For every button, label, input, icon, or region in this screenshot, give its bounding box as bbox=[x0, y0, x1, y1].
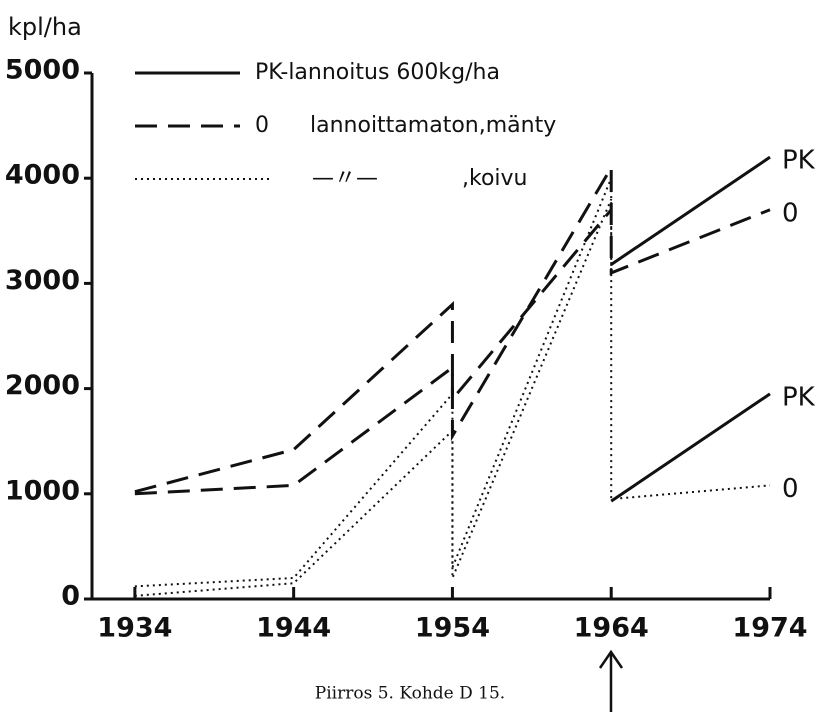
legend-label: PK-lannoitus 600kg/ha bbox=[255, 60, 500, 85]
series-line bbox=[134, 198, 613, 597]
y-tick-label: 2000 bbox=[5, 370, 80, 401]
end-label: 0 bbox=[782, 198, 799, 228]
y-tick-label: 0 bbox=[61, 581, 80, 612]
end-label: 0 bbox=[782, 474, 799, 504]
series-line bbox=[610, 155, 771, 266]
series-line bbox=[134, 208, 613, 496]
end-label: PK bbox=[782, 382, 816, 412]
end-label: PK bbox=[782, 146, 816, 176]
caption: Piirros 5. Kohde D 15. bbox=[315, 684, 505, 704]
y-tick-label: 3000 bbox=[5, 265, 80, 296]
y-axis-label: kpl/ha bbox=[8, 13, 82, 41]
legend-label: ,koivu bbox=[462, 166, 527, 191]
x-tick-label: 1974 bbox=[732, 613, 807, 644]
y-tick-label: 5000 bbox=[5, 55, 80, 86]
legend-label: lannoittamaton,mänty bbox=[310, 113, 556, 138]
y-tick-label: 4000 bbox=[5, 160, 80, 191]
arrow bbox=[598, 649, 624, 712]
y-tick-label: 1000 bbox=[5, 475, 80, 506]
x-tick-label: 1944 bbox=[256, 613, 331, 644]
x-tick-label: 1954 bbox=[415, 613, 490, 644]
series-line bbox=[610, 392, 771, 503]
legend-marker: 0 bbox=[255, 113, 269, 138]
x-tick-label: 1964 bbox=[574, 613, 649, 644]
x-tick-label: 1934 bbox=[97, 613, 172, 644]
legend-marker: —〃— bbox=[312, 166, 378, 191]
